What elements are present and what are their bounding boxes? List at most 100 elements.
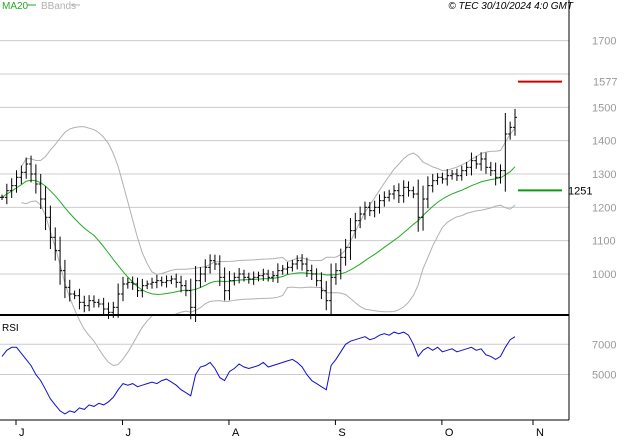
price-bar	[304, 257, 309, 277]
price-bar	[232, 272, 237, 286]
price-bar	[503, 113, 508, 192]
price-bar	[295, 255, 300, 270]
price-bar	[203, 259, 208, 283]
price-bar	[87, 295, 92, 312]
price-bar	[125, 277, 130, 289]
price-bar	[324, 281, 329, 311]
price-bar	[396, 183, 401, 204]
price-bar	[150, 277, 155, 289]
price-bar	[140, 278, 145, 298]
price-bar	[67, 279, 72, 302]
price-bar	[241, 269, 246, 282]
x-tick-label: O	[445, 427, 454, 439]
price-bar	[392, 185, 397, 200]
price-bar	[343, 238, 348, 266]
price-bar	[474, 155, 479, 169]
price-bar	[106, 302, 111, 319]
price-bar	[19, 165, 24, 185]
price-bar	[72, 290, 77, 300]
price-bar	[425, 176, 430, 209]
price-bar	[416, 179, 421, 232]
price-levels: 1577 1251	[518, 77, 617, 197]
price-bar	[38, 173, 43, 210]
price-bar	[154, 274, 159, 289]
price-bar	[479, 152, 484, 171]
price-bar	[382, 191, 387, 207]
price-bar	[445, 169, 450, 186]
rsi-polyline	[1, 331, 516, 415]
price-panel: 1577 1251 1000 1100 1200 1300 1400 1500 1700	[0, 36, 617, 367]
price-bar	[48, 205, 53, 250]
price-bar	[469, 152, 474, 176]
price-bar	[430, 173, 435, 193]
price-bar	[483, 152, 488, 174]
price-bar	[493, 162, 498, 186]
price-bar	[135, 277, 140, 297]
copyright-text: © TEC 30/10/2024 4:0 GMT	[448, 1, 574, 12]
price-bar	[212, 254, 217, 270]
price-bar	[464, 161, 469, 177]
price-bar	[353, 212, 358, 239]
bollinger-bands	[20, 126, 516, 367]
price-y-tick-label: 1000	[592, 269, 616, 281]
price-bar	[338, 248, 343, 280]
price-bar	[362, 201, 367, 220]
price-bar	[43, 186, 48, 231]
price-bar	[367, 201, 372, 217]
rsi-label: RSI	[2, 323, 19, 334]
price-bar	[387, 189, 392, 202]
price-bar	[411, 186, 416, 199]
price-bar	[246, 272, 251, 284]
chart-frame	[0, 0, 570, 421]
price-bar	[14, 170, 19, 193]
price-bar	[285, 262, 290, 275]
price-bar	[348, 218, 353, 260]
price-bar	[82, 295, 87, 313]
rsi-panel: RSI 5000 7000	[0, 323, 616, 415]
price-y-tick-label: 1400	[592, 136, 616, 148]
price-bar	[9, 178, 14, 199]
price-bar	[508, 121, 513, 140]
rsi-grid	[0, 343, 569, 376]
price-bar	[488, 161, 493, 177]
price-bar	[116, 283, 121, 318]
price-bar	[159, 276, 164, 287]
price-bar	[300, 254, 305, 271]
price-bar	[130, 276, 135, 290]
price-bar	[101, 297, 106, 316]
price-bar	[208, 254, 213, 274]
rsi-y-tick-label: 5000	[592, 370, 616, 382]
price-y-tick-label: 1200	[592, 202, 616, 214]
price-bar	[454, 168, 459, 181]
price-bar	[498, 164, 503, 184]
price-bar	[261, 268, 266, 281]
x-tick-label: J	[125, 427, 131, 439]
price-bars	[0, 108, 517, 323]
price-bar	[145, 280, 150, 290]
chart-header: MA20 BBands © TEC 30/10/2024 4:0 GMT	[2, 1, 574, 12]
price-bar	[222, 267, 227, 301]
price-bar	[251, 271, 256, 285]
price-bar	[174, 273, 179, 288]
x-tick-label: N	[536, 427, 544, 439]
price-bar	[24, 157, 29, 179]
price-bar	[53, 227, 58, 261]
price-bar	[513, 108, 517, 136]
price-bar	[33, 164, 38, 194]
rsi-y-axis: 5000 7000	[592, 339, 616, 381]
price-y-tick-label: 1700	[592, 36, 616, 48]
price-bar	[120, 276, 125, 302]
price-grid	[0, 40, 569, 275]
price-bar	[0, 194, 4, 201]
price-bar	[435, 173, 440, 185]
rsi-y-tick-label: 7000	[592, 339, 616, 351]
legend-ma-label: MA20	[2, 1, 29, 12]
x-tick-label: A	[232, 427, 240, 439]
price-bar	[227, 271, 232, 301]
price-bar	[198, 267, 203, 288]
price-bar	[290, 259, 295, 272]
price-bar	[319, 272, 324, 300]
bollinger-upper-line	[20, 126, 516, 275]
